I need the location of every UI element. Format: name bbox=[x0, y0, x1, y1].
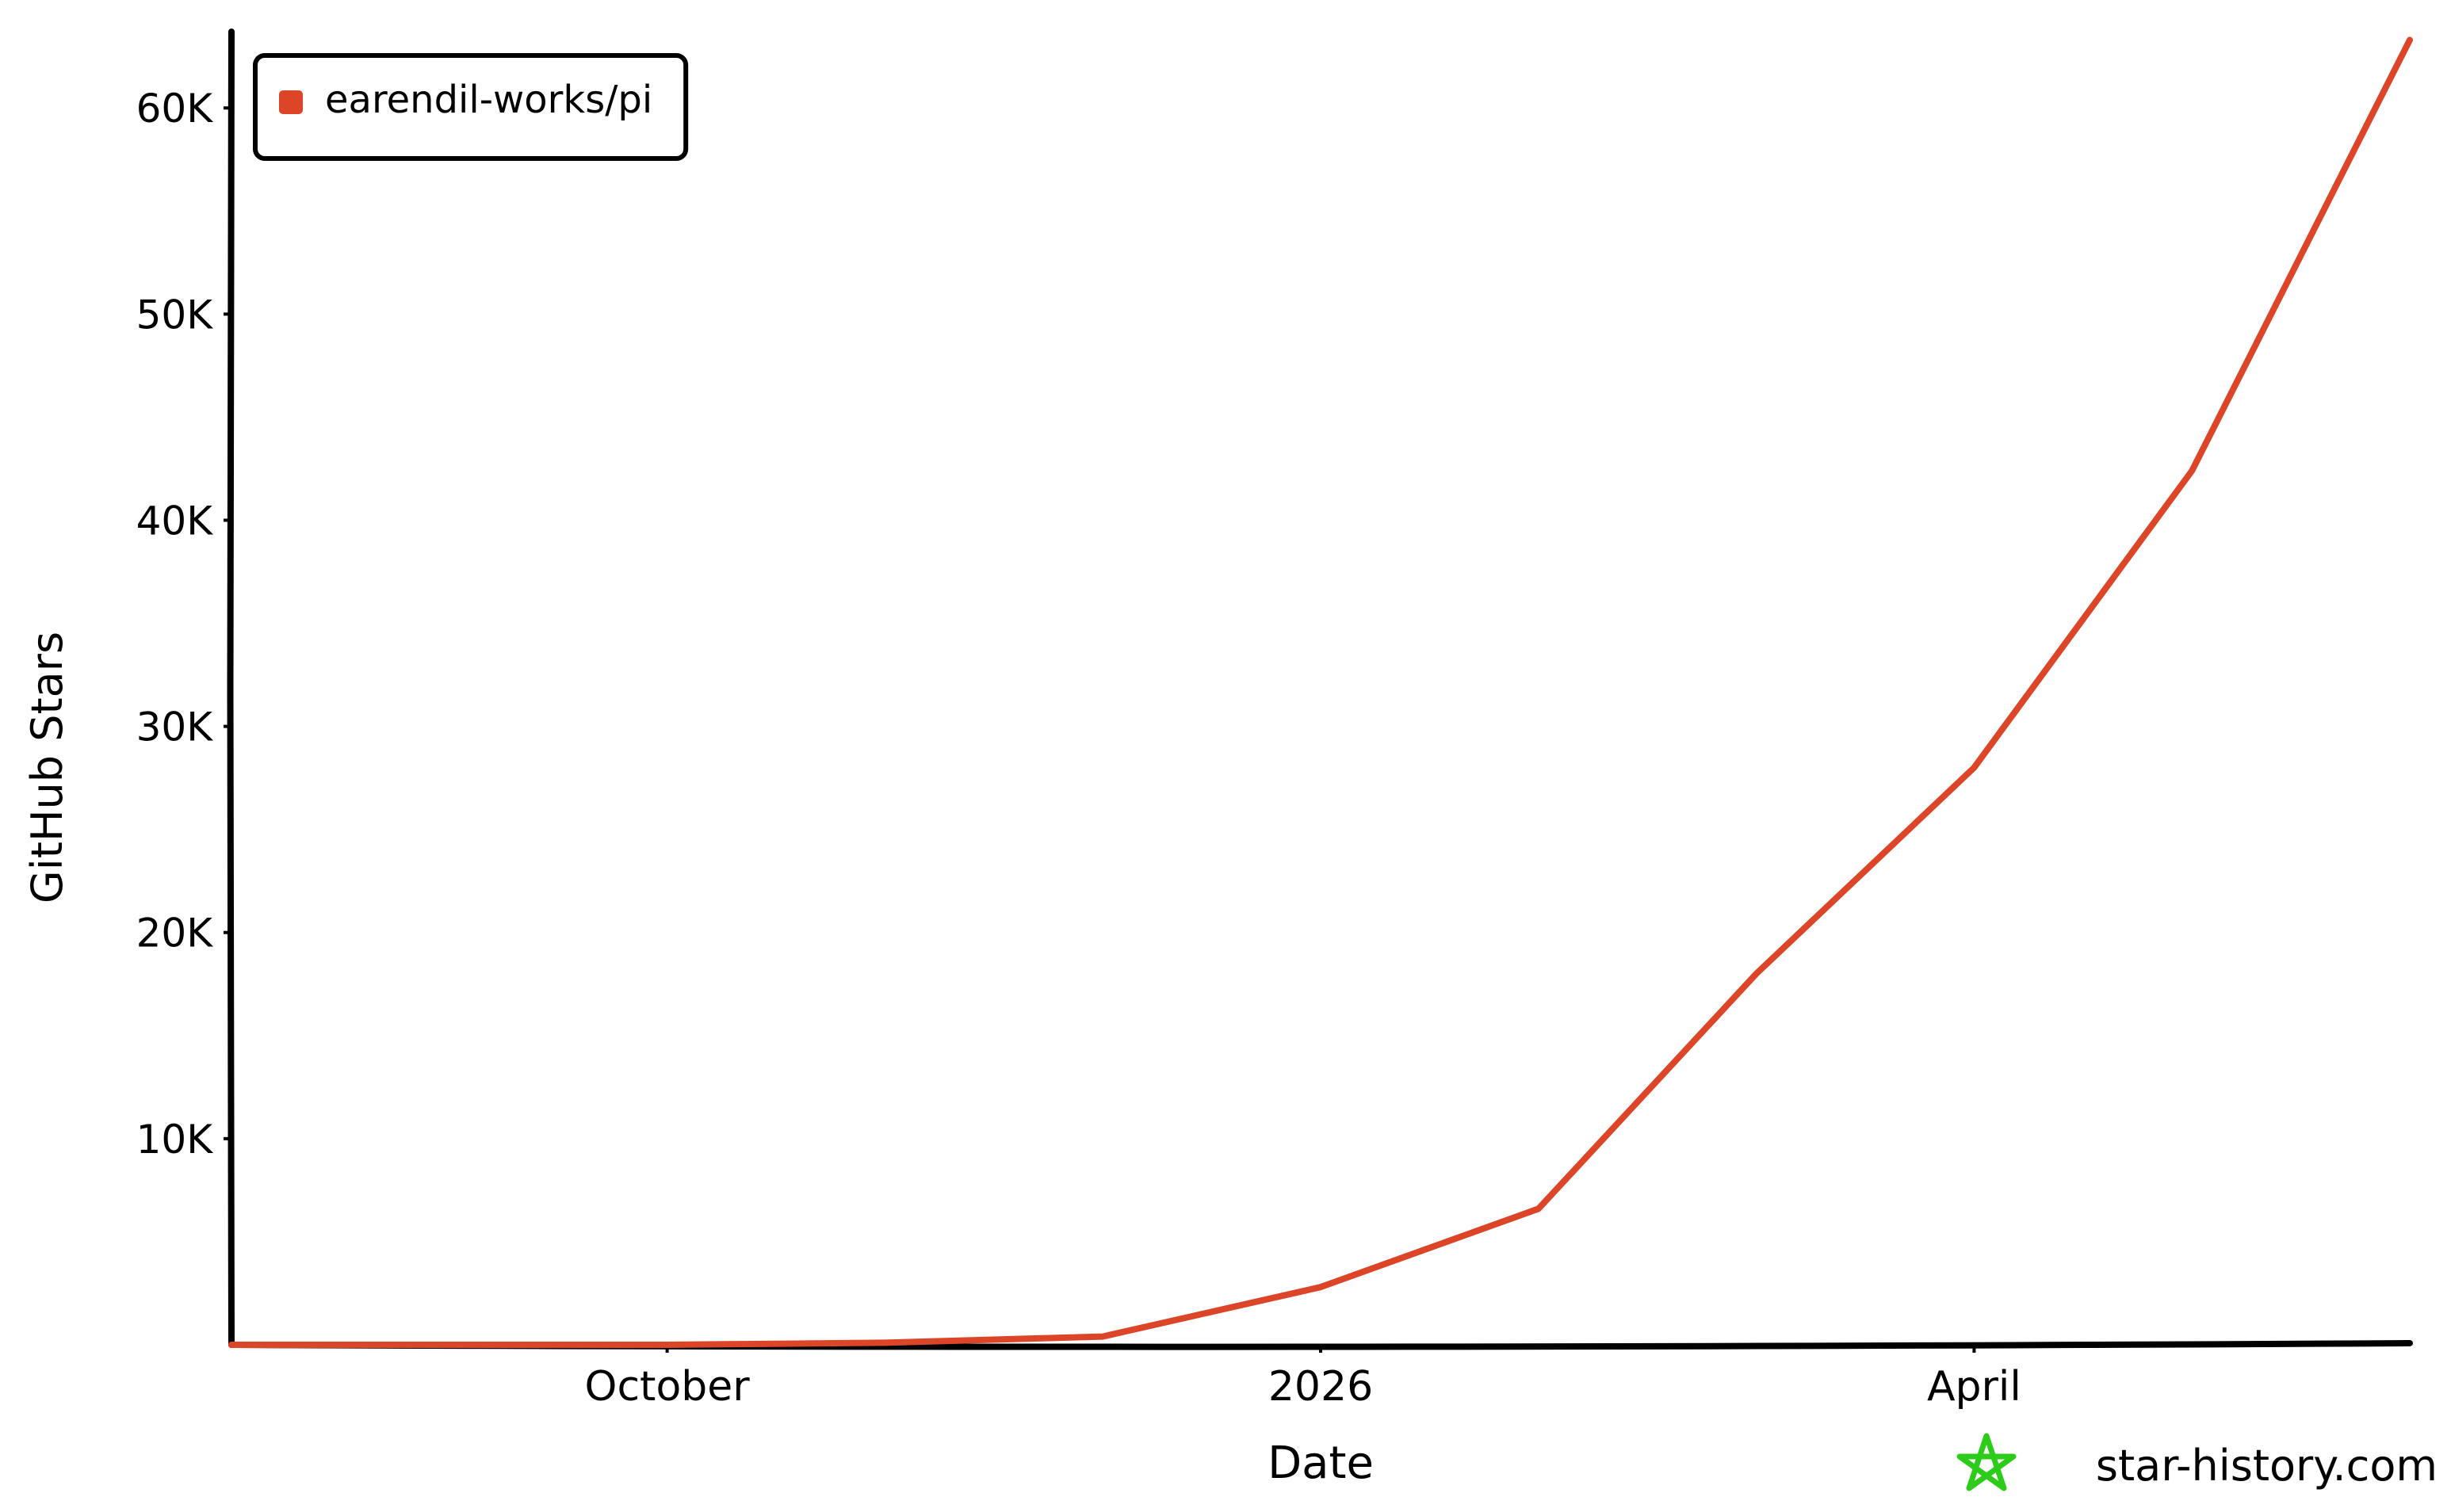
logo-icon bbox=[1956, 1433, 2017, 1491]
watermark: star-history.com bbox=[2096, 1441, 2438, 1491]
y-tick-label: 60K bbox=[136, 86, 214, 132]
legend-label: earendil-works/pi bbox=[325, 78, 652, 122]
legend-swatch bbox=[279, 90, 303, 114]
x-tick-label: 2026 bbox=[1268, 1363, 1373, 1411]
x-axis-label: Date bbox=[1268, 1438, 1374, 1489]
x-tick-label: April bbox=[1927, 1363, 2021, 1411]
series-line bbox=[228, 36, 2413, 1348]
legend-box bbox=[253, 53, 689, 161]
y-tick-label: 20K bbox=[136, 911, 214, 956]
x-tick-label: October bbox=[585, 1363, 751, 1411]
y-tick-label: 10K bbox=[136, 1117, 214, 1163]
y-tick-label: 40K bbox=[136, 498, 214, 544]
y-axis bbox=[227, 29, 235, 1348]
y-tick-label: 30K bbox=[136, 704, 214, 750]
y-axis-label: GitHub Stars bbox=[22, 632, 72, 903]
y-tick-label: 50K bbox=[136, 292, 214, 338]
